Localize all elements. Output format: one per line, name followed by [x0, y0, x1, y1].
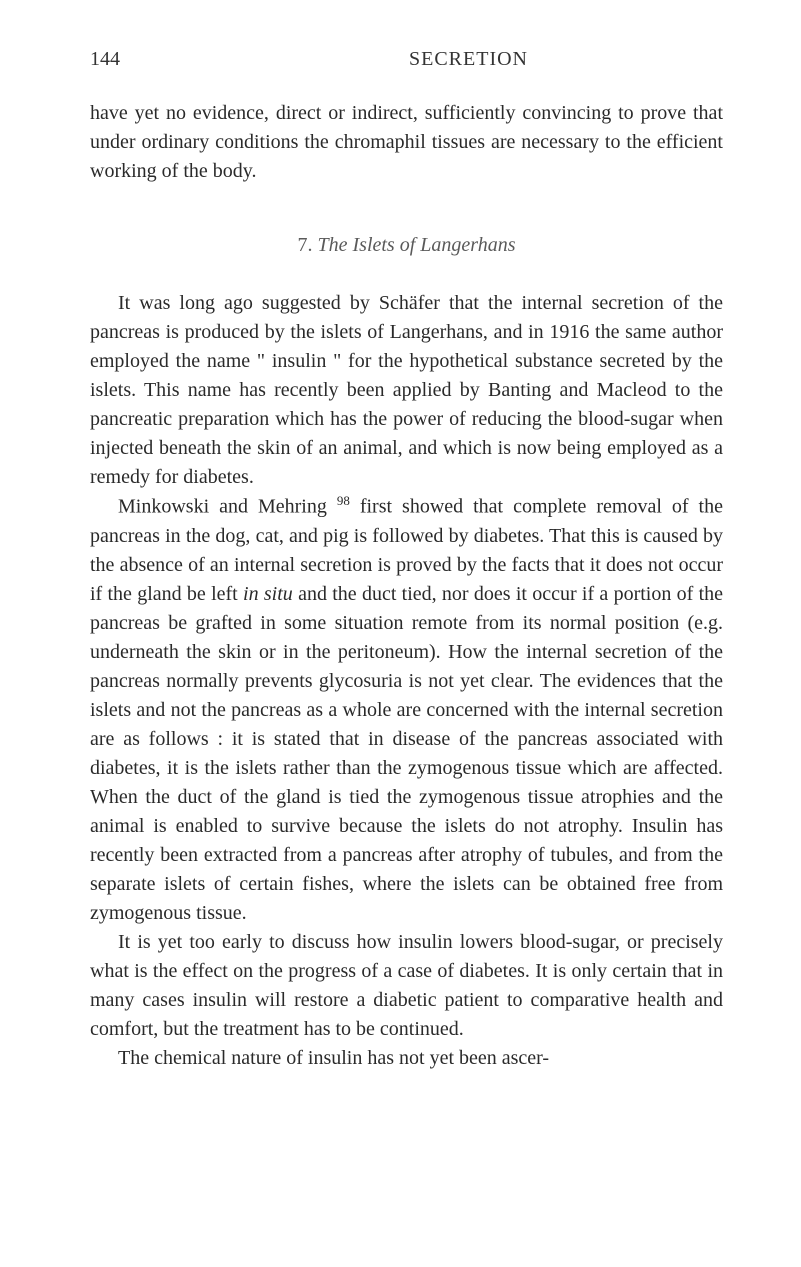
intro-paragraph: have yet no evidence, direct or indirect…: [90, 99, 723, 186]
p2-part-c: and the duct tied, nor does it occur if …: [90, 583, 723, 924]
body-paragraph-3: It is yet too early to discuss how insul…: [90, 928, 723, 1044]
p2-part-a: Minkowski and Mehring: [118, 496, 337, 518]
section-title: The Islets of Langerhans: [318, 234, 516, 256]
page-number: 144: [90, 48, 120, 71]
p2-superscript: 98: [337, 493, 350, 508]
section-heading: 7. The Islets of Langerhans: [90, 234, 723, 257]
body-paragraph-4: The chemical nature of insulin has not y…: [90, 1044, 723, 1073]
page-title: SECRETION: [409, 48, 528, 71]
body-paragraph-1: It was long ago suggested by Schäfer tha…: [90, 289, 723, 492]
page-header: 144 SECRETION: [90, 48, 723, 71]
p2-italic: in situ: [243, 583, 293, 605]
body-paragraph-2: Minkowski and Mehring 98 first showed th…: [90, 492, 723, 928]
section-number: 7.: [298, 234, 313, 256]
